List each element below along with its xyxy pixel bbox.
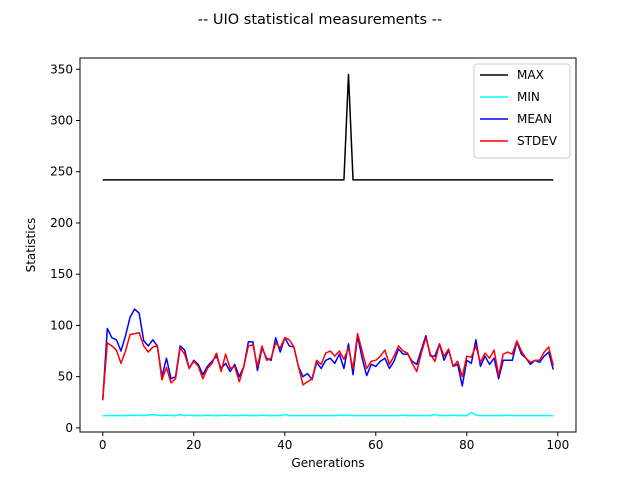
x-axis-label: Generations — [291, 456, 364, 470]
y-tick-label: 0 — [65, 421, 73, 435]
y-axis-label: Statistics — [24, 218, 38, 273]
x-tick-label: 60 — [368, 438, 383, 452]
y-tick-label: 150 — [50, 267, 73, 281]
chart-title: -- UIO statistical measurements -- — [198, 12, 442, 28]
x-tick-label: 0 — [99, 438, 107, 452]
x-tick-label: 80 — [459, 438, 474, 452]
plot-area — [102, 73, 554, 417]
series-line-max — [102, 73, 554, 181]
series-line-stdev — [102, 331, 554, 401]
axes-frame — [79, 57, 577, 433]
y-tick-label: 200 — [50, 216, 73, 230]
x-axis: 0 20 40 60 80 100 — [99, 432, 569, 452]
legend-label-min: MIN — [517, 90, 540, 104]
legend-label-mean: MEAN — [517, 112, 552, 126]
legend: MAX MIN MEAN STDEV — [473, 63, 571, 159]
legend-label-max: MAX — [517, 68, 544, 82]
legend-box — [473, 63, 571, 159]
x-tick-label: 100 — [546, 438, 569, 452]
x-tick-label: 40 — [277, 438, 292, 452]
y-tick-label: 350 — [50, 62, 73, 76]
y-tick-label: 50 — [58, 370, 73, 384]
legend-label-stdev: STDEV — [517, 134, 558, 148]
y-axis: 0 50 100 150 200 250 300 350 — [50, 62, 80, 435]
y-tick-label: 250 — [50, 165, 73, 179]
y-tick-label: 300 — [50, 114, 73, 128]
y-tick-label: 100 — [50, 318, 73, 332]
series-line-min — [102, 411, 554, 417]
x-tick-label: 20 — [186, 438, 201, 452]
